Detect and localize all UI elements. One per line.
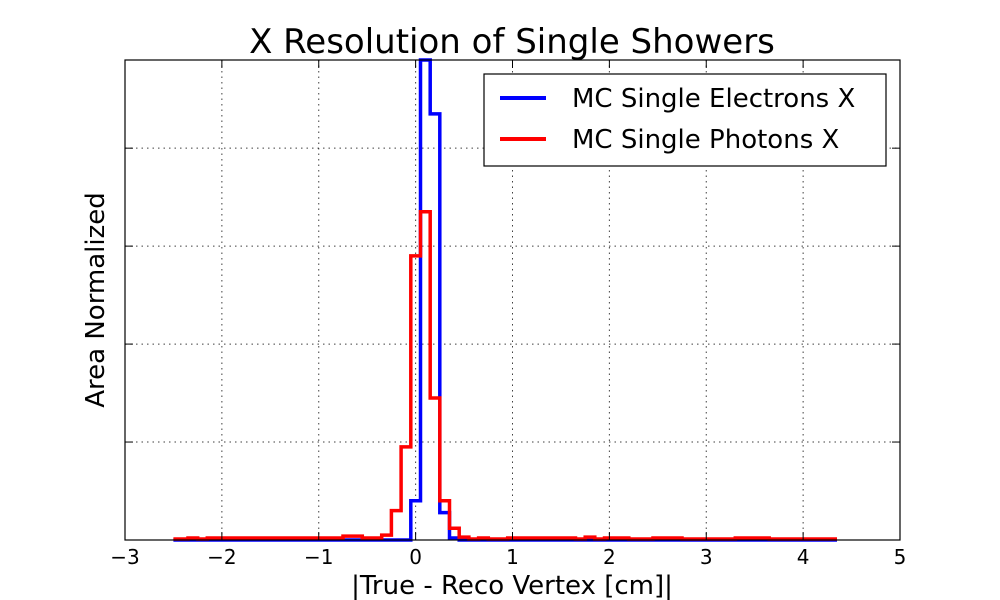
- x-axis-label: |True - Reco Vertex [cm]|: [351, 571, 673, 600]
- legend-label: MC Single Photons X: [572, 125, 839, 155]
- x-tick-label: 1: [506, 545, 519, 569]
- x-tick-label: −2: [207, 545, 236, 569]
- legend: MC Single Electrons X MC Single Photons X: [483, 73, 887, 167]
- x-tick-labels: −3 −2 −1 0 1 2 3 4 5: [110, 545, 906, 569]
- series-line-photons: [173, 210, 837, 541]
- x-tick-label: 5: [894, 545, 907, 569]
- x-tick-label: −3: [110, 545, 139, 569]
- y-axis-label: Area Normalized: [81, 192, 111, 408]
- legend-box: [483, 73, 887, 167]
- x-tick-label: 4: [797, 545, 810, 569]
- x-tick-label: 3: [700, 545, 713, 569]
- x-tick-label: 0: [409, 545, 422, 569]
- legend-label: MC Single Electrons X: [572, 84, 855, 114]
- x-tick-label: −1: [304, 545, 333, 569]
- x-tick-label: 2: [603, 545, 616, 569]
- axis-ticks: [124, 60, 901, 540]
- chart-title: X Resolution of Single Showers: [249, 22, 775, 62]
